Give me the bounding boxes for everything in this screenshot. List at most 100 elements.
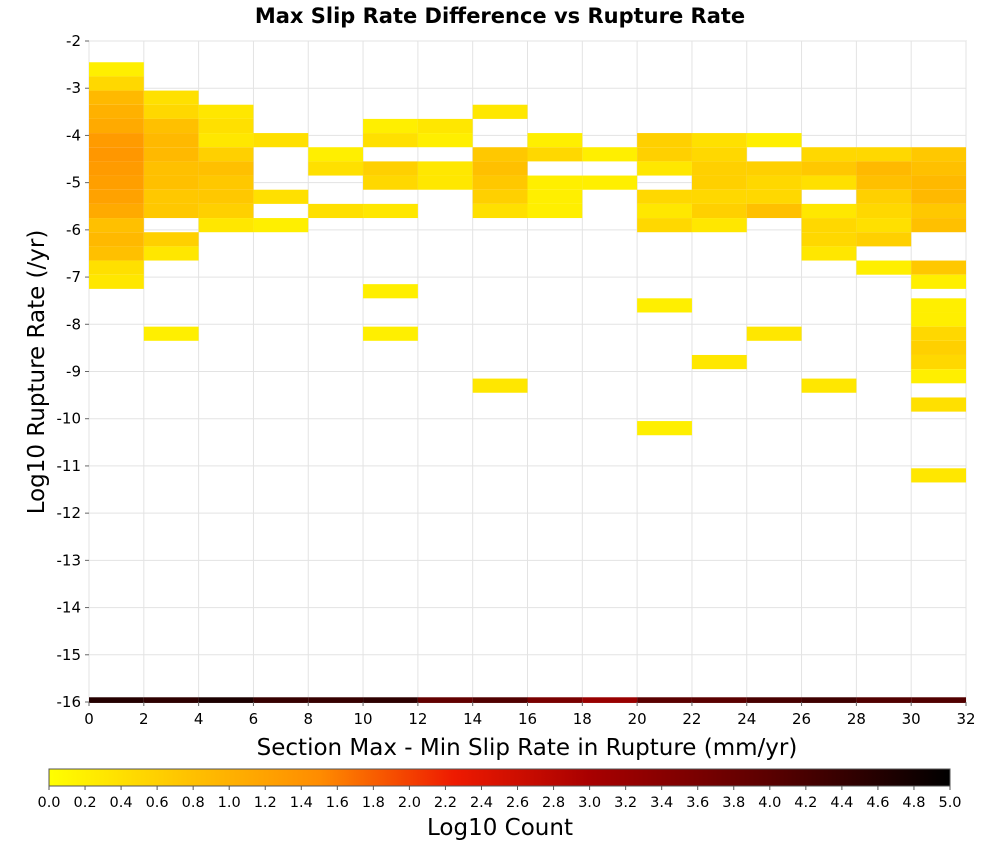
heatmap-cell — [856, 203, 912, 219]
colorbar-tick-label: 2.8 — [542, 795, 565, 811]
colorbar-tick-label: 2.0 — [398, 795, 421, 811]
heatmap-cell — [308, 161, 364, 176]
heatmap-cell — [198, 175, 254, 190]
heatmap-cell — [911, 189, 966, 204]
heatmap-cell — [89, 90, 144, 105]
x-tick-label: 10 — [354, 710, 373, 728]
heatmap-cell — [143, 147, 199, 162]
heatmap-cell — [417, 118, 473, 134]
heatmap-cell — [89, 76, 144, 91]
heatmap-cell — [527, 147, 583, 162]
heatmap-cell — [746, 175, 802, 190]
heatmap-cell — [89, 189, 144, 204]
bottom-row-cell — [801, 697, 857, 703]
heatmap-cell — [143, 133, 199, 148]
heatmap-cell — [691, 147, 747, 162]
bottom-row-cell — [143, 697, 199, 703]
heatmap-cell — [363, 133, 418, 148]
bottom-row-cell — [472, 697, 528, 703]
bottom-row-cell — [308, 697, 364, 703]
heatmap-cell — [143, 90, 199, 105]
heatmap-cell — [472, 104, 528, 119]
colorbar-tick-label: 1.2 — [254, 795, 277, 811]
x-tick-label: 6 — [249, 710, 259, 728]
x-tick-label: 20 — [628, 710, 647, 728]
heatmap-cell — [746, 161, 802, 176]
heatmap-cell — [363, 118, 418, 134]
heatmap-cell — [691, 218, 747, 233]
heatmap-cell — [89, 133, 144, 148]
colorbar-label: Log10 Count — [427, 815, 573, 841]
x-tick-label: 0 — [84, 710, 94, 728]
heatmap-cell — [911, 369, 966, 384]
y-axis-ticks: -2 -3 -4 -5 -6 -7 -8 -9 -10 -11 -12 -13 -14 -15 -16 — [57, 32, 89, 711]
heatmap-cell — [198, 203, 254, 219]
heatmap-cell — [637, 189, 692, 204]
heatmap-cell — [746, 189, 802, 204]
colorbar-tick-label: 4.4 — [830, 795, 853, 811]
heatmap-cell — [143, 161, 199, 176]
heatmap-cell — [472, 147, 528, 162]
colorbar-tick-label: 2.4 — [470, 795, 493, 811]
heatmap-cell — [691, 175, 747, 190]
colorbar-tick-label: 2.2 — [434, 795, 457, 811]
y-axis-label: Log10 Rupture Rate (/yr) — [24, 230, 50, 515]
x-tick-label: 2 — [139, 710, 149, 728]
colorbar-tick-label: 3.6 — [686, 795, 709, 811]
heatmap-cell — [143, 232, 199, 247]
heatmap-cell — [856, 161, 912, 176]
heatmap-cell — [527, 175, 583, 190]
heatmap-cell — [911, 468, 966, 483]
heatmap-cell — [582, 147, 638, 162]
heatmap-cell — [198, 161, 254, 176]
heatmap-cell — [801, 161, 857, 176]
colorbar-tick-label: 0.2 — [74, 795, 97, 811]
heatmap-cell — [637, 133, 692, 148]
y-tick-label: -3 — [66, 79, 81, 97]
heatmap-cell — [801, 218, 857, 233]
heatmap-cell — [363, 284, 418, 299]
colorbar-tick-label: 4.0 — [758, 795, 781, 811]
colorbar-tick-label: 3.8 — [722, 795, 745, 811]
heatmap-cell — [637, 147, 692, 162]
y-tick-label: -9 — [66, 363, 81, 381]
bottom-row-cell — [198, 697, 254, 703]
heatmap-cell — [472, 175, 528, 190]
heatmap-cell — [472, 378, 528, 393]
heatmap-cell — [911, 312, 966, 327]
y-tick-label: -15 — [57, 646, 82, 664]
x-tick-label: 28 — [847, 710, 866, 728]
heatmap-cell — [527, 189, 583, 204]
x-tick-label: 14 — [463, 710, 482, 728]
bottom-row-cell — [363, 697, 418, 703]
x-tick-label: 4 — [194, 710, 204, 728]
heatmap-cell — [691, 203, 747, 219]
chart-title: Max Slip Rate Difference vs Rupture Rate — [255, 4, 745, 28]
bottom-row-cell — [856, 697, 912, 703]
heatmap-cell — [637, 161, 692, 176]
heatmap-cell — [911, 274, 966, 289]
y-tick-label: -8 — [66, 315, 81, 333]
heatmap-cell — [143, 326, 199, 341]
heatmap-cell — [89, 161, 144, 176]
y-tick-label: -2 — [66, 32, 81, 50]
bottom-row-cell — [417, 697, 473, 703]
heatmap-cell — [363, 161, 418, 176]
x-tick-label: 32 — [956, 710, 975, 728]
colorbar-tick-label: 3.2 — [614, 795, 637, 811]
heatmap-cell — [198, 218, 254, 233]
heatmap-cell — [801, 246, 857, 261]
colorbar-tick-label: 2.6 — [506, 795, 529, 811]
heatmap-cell — [198, 104, 254, 119]
colorbar-tick-label: 3.0 — [578, 795, 601, 811]
colorbar — [48, 768, 951, 787]
heatmap-cell — [691, 161, 747, 176]
heatmap-cell — [582, 175, 638, 190]
heatmap-cell — [472, 161, 528, 176]
y-tick-label: -6 — [66, 221, 81, 239]
colorbar-tick-label: 4.6 — [866, 795, 889, 811]
bottom-row-cell — [582, 697, 638, 703]
heatmap-cell — [691, 133, 747, 148]
colorbar-tick-label: 1.8 — [362, 795, 385, 811]
